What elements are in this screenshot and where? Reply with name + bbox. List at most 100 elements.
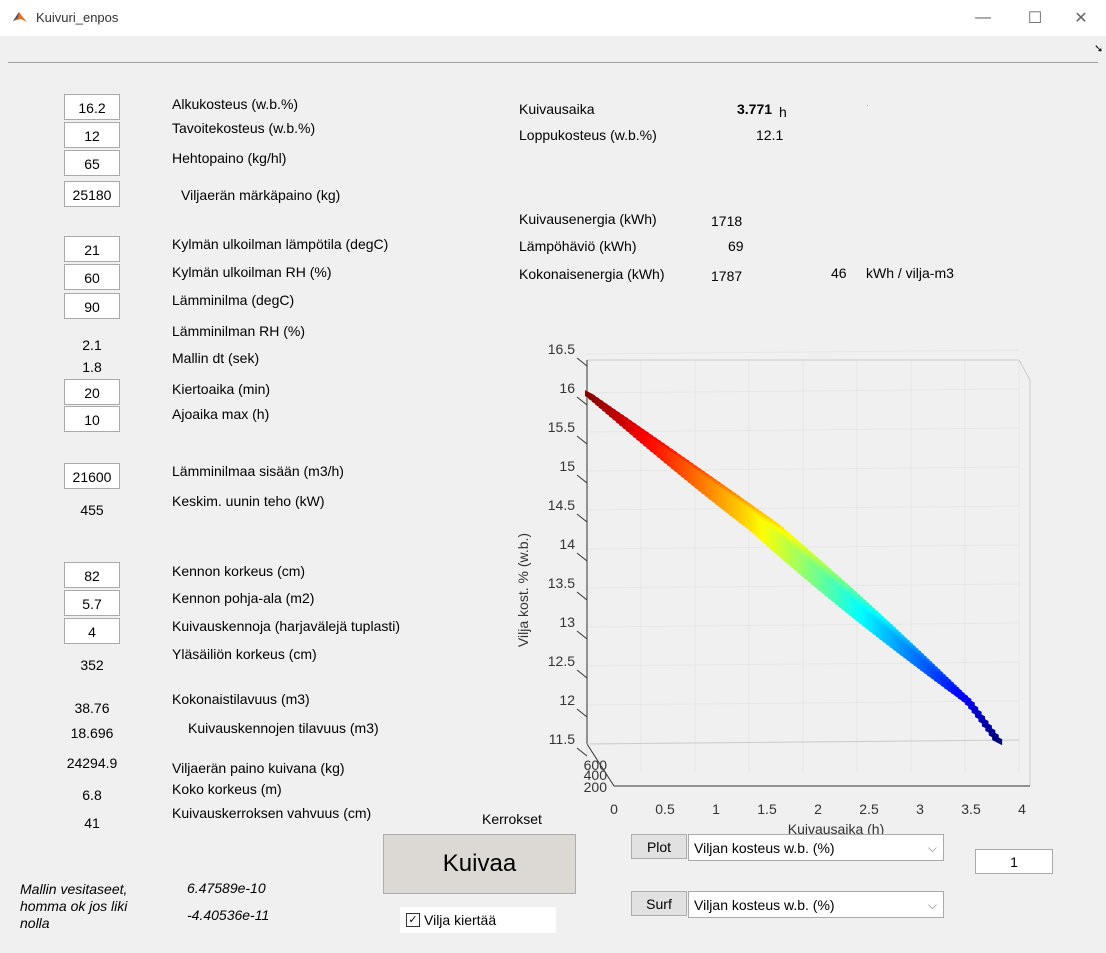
field-label: Mallin dt (sek)	[172, 350, 260, 366]
field-label: Viljaerän märkäpaino (kg)	[181, 187, 341, 203]
z-tick	[576, 396, 588, 406]
input-field[interactable]: 16.2	[64, 94, 120, 120]
value-text: 1.8	[82, 359, 102, 375]
field-label: Kuivauskennojen tilavuus (m3)	[188, 720, 379, 736]
chevron-down-icon: ⌵	[927, 898, 937, 912]
z-tick	[576, 513, 588, 523]
hukka-label: Lämpöhäviö (kWh)	[519, 238, 637, 254]
x-tick-label: 3.5	[961, 801, 981, 817]
input-field[interactable]: 20	[64, 379, 120, 405]
value-text: 6.8	[82, 787, 102, 803]
field-label: Koko korkeus (m)	[172, 781, 282, 797]
z-tick	[576, 591, 588, 601]
z-tick-label: 14.5	[548, 497, 575, 513]
kuivausaika-label: Kuivausaika	[519, 101, 595, 117]
x-tick-label: 0.5	[655, 801, 675, 817]
x-tick-label: 0	[610, 801, 618, 817]
layer-input[interactable]: 1	[975, 849, 1053, 874]
input-field[interactable]: 25180	[64, 181, 120, 207]
z-tick-label: 13.5	[548, 575, 575, 591]
input-field[interactable]: 90	[64, 293, 120, 319]
field-label: Keskim. uunin teho (kW)	[172, 493, 325, 509]
field-label: Kennon korkeus (cm)	[172, 563, 306, 579]
value-text: 352	[80, 657, 104, 673]
value-text: 2.1	[82, 337, 102, 353]
kierto-checkbox[interactable]: ✓ Vilja kiertää	[400, 907, 556, 933]
matlab-icon	[12, 9, 28, 25]
field-label: Kylmän ulkoilman RH (%)	[172, 264, 332, 280]
kuivausaika-value: 3.771	[737, 101, 773, 117]
y-axis-line	[586, 743, 615, 787]
z-tick	[576, 669, 588, 679]
title-bar	[0, 0, 1106, 36]
kuivausaika-unit: h	[779, 104, 787, 120]
x-tick-label: 4	[1018, 801, 1026, 817]
input-field[interactable]: 12	[64, 122, 120, 148]
grid-line	[586, 505, 1020, 511]
z-axis-label: Vilja kost. % (w.b.)	[515, 533, 531, 647]
z-tick	[576, 357, 588, 367]
window-title: Kuivuri_enpos	[36, 10, 119, 25]
field-label: Kiertoaika (min)	[172, 381, 271, 397]
z-tick	[576, 435, 588, 445]
surface-plot	[585, 390, 1003, 746]
loppukosteus-label: Loppukosteus (w.b.%)	[519, 127, 657, 143]
z-tick	[576, 552, 588, 562]
z-tick-label: 14	[559, 536, 575, 552]
x-tick-label: 1.5	[757, 801, 777, 817]
field-label: Lämminilma (degC)	[172, 292, 295, 308]
value-text: 18.696	[70, 725, 114, 741]
field-label: Kokonaistilavuus (m3)	[172, 691, 310, 707]
z-tick	[576, 474, 588, 484]
field-label: Kuivauskennoja (harjavälejä tuplasti)	[172, 618, 401, 634]
grid-line	[586, 583, 1020, 589]
plot-select-value: Viljan kosteus w.b. (%)	[694, 840, 835, 856]
per-m3-unit: kWh / vilja-m3	[866, 265, 954, 281]
z-tick-label: 16.5	[548, 341, 575, 357]
maximize-button[interactable]: ☐	[1027, 10, 1043, 27]
plot-button[interactable]: Plot	[631, 834, 687, 859]
toolbar-divider	[8, 62, 1098, 63]
minimize-button[interactable]: —	[975, 9, 991, 26]
grid-line	[586, 739, 1020, 745]
value-text: 24294.9	[66, 755, 118, 771]
input-field[interactable]: 21600	[64, 463, 120, 489]
field-label: Lämminilman RH (%)	[172, 323, 306, 339]
field-label: Viljaerän paino kuivana (kg)	[172, 760, 345, 776]
value-text: 455	[80, 502, 104, 518]
value-text: 41	[84, 815, 100, 831]
energia-label: Kuivausenergia (kWh)	[519, 211, 657, 227]
x-tick-label: 3	[916, 801, 924, 817]
input-field[interactable]: 10	[64, 406, 120, 432]
input-field[interactable]: 65	[64, 150, 120, 176]
grid-line	[586, 700, 1020, 706]
grid-line	[586, 427, 1020, 433]
surf-select-value: Viljan kosteus w.b. (%)	[694, 897, 835, 913]
z-tick-label: 13	[559, 614, 575, 630]
plot-select[interactable]: Viljan kosteus w.b. (%) ⌵	[688, 834, 944, 861]
z-tick-label: 11.5	[549, 731, 575, 747]
z-tick-label: 16	[559, 380, 575, 396]
input-field[interactable]: 5.7	[64, 590, 120, 616]
balance-value-1: 6.47589e-10	[187, 880, 266, 896]
energia-value: 1718	[711, 213, 743, 229]
grid-line	[586, 661, 1020, 667]
surf-button[interactable]: Surf	[631, 891, 687, 916]
surf-select[interactable]: Viljan kosteus w.b. (%) ⌵	[688, 891, 944, 918]
input-field[interactable]: 21	[64, 236, 120, 262]
chart-ticks: 11.51212.51313.51414.51515.51616.5200400…	[548, 341, 1026, 817]
close-button[interactable]: ✕	[1074, 10, 1088, 27]
checkbox-checked-icon[interactable]: ✓	[406, 913, 420, 927]
toolbar-expand-icon[interactable]: ➘	[1094, 43, 1104, 55]
input-field[interactable]: 4	[64, 618, 120, 644]
field-label: Tavoitekosteus (w.b.%)	[172, 120, 316, 136]
chart-grid	[586, 349, 1031, 787]
z-tick	[576, 630, 588, 640]
kuivaa-button[interactable]: Kuivaa	[383, 834, 576, 894]
input-field[interactable]: 60	[64, 264, 120, 290]
dot-mark: .	[866, 98, 869, 109]
grid-line	[586, 466, 1020, 472]
z-tick	[576, 708, 588, 718]
surface-chart[interactable]: 11.51212.51313.51414.51515.51616.5200400…	[500, 340, 1060, 840]
input-field[interactable]: 82	[64, 562, 120, 588]
